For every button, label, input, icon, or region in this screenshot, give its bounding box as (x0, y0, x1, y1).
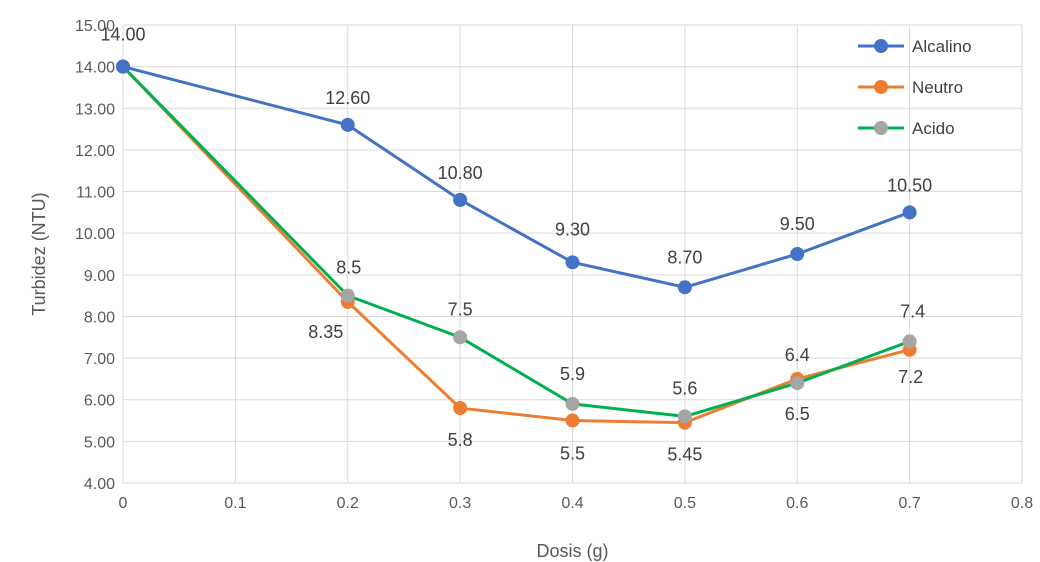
data-point (340, 288, 355, 303)
data-point (565, 413, 580, 428)
data-label: 5.9 (560, 364, 585, 384)
legend-item-neutro: Neutro (858, 78, 963, 97)
series-group (116, 59, 917, 430)
data-label: 5.5 (560, 444, 585, 464)
legend-label: Alcalino (912, 37, 972, 56)
data-point (902, 205, 917, 220)
x-axis-ticks: 0 0.1 0.2 0.3 0.4 0.5 0.6 0.7 0.8 (119, 495, 1034, 512)
y-tick-label: 4.00 (84, 476, 115, 493)
y-tick-label: 15.00 (75, 18, 115, 35)
gridlines (122, 24, 1023, 484)
y-tick-label: 11.00 (76, 185, 115, 202)
data-point (565, 255, 580, 270)
x-tick-label: 0.5 (674, 495, 696, 512)
data-label: 5.45 (667, 445, 702, 465)
y-tick-label: 12.00 (75, 143, 115, 160)
data-point (902, 334, 917, 349)
x-axis-title: Dosis (g) (536, 541, 608, 561)
data-label: 14.00 (100, 25, 145, 45)
data-label: 10.50 (887, 175, 932, 195)
data-label: 6.5 (785, 404, 810, 424)
x-tick-label: 0.3 (449, 495, 471, 512)
data-label: 7.2 (898, 367, 923, 387)
data-label: 10.80 (438, 163, 483, 183)
y-tick-label: 14.00 (75, 60, 115, 77)
y-tick-label: 7.00 (84, 351, 115, 368)
legend-swatch-marker (874, 80, 888, 94)
series-neutro (116, 59, 917, 430)
legend: Alcalino Neutro Acido (858, 37, 972, 138)
legend-item-alcalino: Alcalino (858, 37, 972, 56)
data-point (677, 409, 692, 424)
data-label: 8.35 (308, 322, 343, 342)
x-tick-label: 0.2 (337, 495, 359, 512)
y-tick-label: 6.00 (84, 393, 115, 410)
x-tick-label: 0 (119, 495, 128, 512)
legend-swatch-marker (874, 121, 888, 135)
y-tick-label: 13.00 (75, 101, 115, 118)
data-label: 12.60 (325, 88, 370, 108)
data-label: 9.30 (555, 219, 590, 239)
data-point (116, 59, 130, 74)
series-acido (116, 59, 917, 424)
data-point (677, 280, 692, 295)
y-tick-label: 8.00 (84, 309, 115, 326)
legend-item-acido: Acido (858, 119, 955, 138)
data-labels: 14.00 12.60 10.80 9.30 8.70 9.50 10.50 8.35 5.8 5… (100, 25, 932, 465)
y-axis-title: Turbidez (NTU) (29, 192, 49, 315)
y-tick-label: 5.00 (84, 434, 115, 451)
y-tick-label: 10.00 (75, 226, 115, 243)
data-point (565, 396, 580, 411)
data-label: 7.4 (900, 301, 925, 321)
data-label: 5.8 (448, 430, 473, 450)
data-point (790, 247, 805, 261)
data-label: 7.5 (448, 299, 473, 319)
data-point (453, 330, 468, 345)
data-point (340, 117, 355, 132)
legend-label: Acido (912, 119, 955, 138)
x-tick-label: 0.1 (224, 495, 246, 512)
y-axis-ticks: 4.00 5.00 6.00 7.00 8.00 9.00 10.00 11.00 12.00 1… (75, 18, 115, 493)
data-label: 8.5 (336, 258, 361, 278)
data-label: 8.70 (667, 247, 702, 267)
x-tick-label: 0.6 (786, 495, 808, 512)
data-point (790, 376, 805, 391)
data-label: 6.4 (785, 345, 810, 365)
data-label: 9.50 (780, 214, 815, 234)
series-alcalino (116, 59, 917, 295)
data-label: 5.6 (672, 378, 697, 398)
legend-swatch-marker (874, 39, 888, 53)
data-point (453, 192, 468, 207)
x-tick-label: 0.4 (561, 495, 583, 512)
legend-label: Neutro (912, 78, 963, 97)
x-tick-label: 0.8 (1011, 495, 1033, 512)
x-tick-label: 0.7 (899, 495, 921, 512)
data-point (453, 401, 468, 416)
y-tick-label: 9.00 (84, 268, 115, 285)
